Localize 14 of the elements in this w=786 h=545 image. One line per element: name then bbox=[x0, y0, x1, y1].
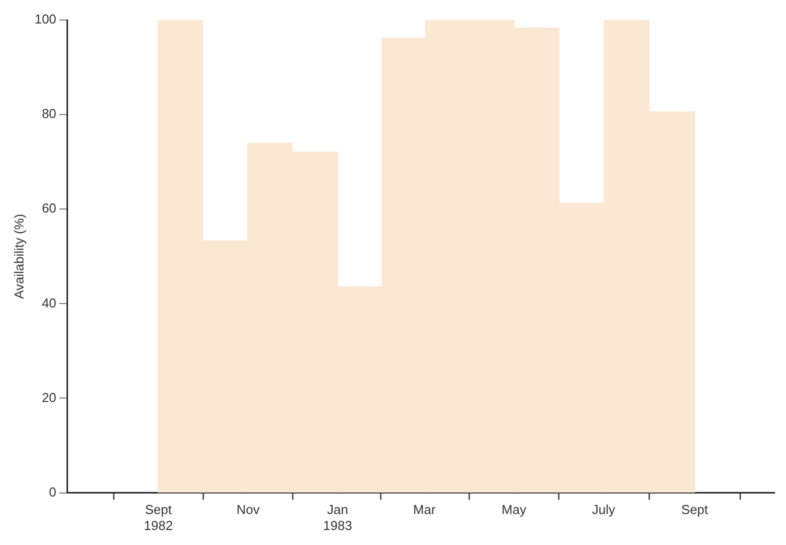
y-tick-label: 20 bbox=[42, 390, 56, 405]
x-tick-label: Sept bbox=[681, 502, 708, 518]
x-tick-label: Sept 1982 bbox=[144, 502, 173, 533]
y-axis-title: Availability (%) bbox=[11, 214, 26, 299]
x-tick-label: Mar bbox=[413, 502, 436, 518]
y-tick-label: 100 bbox=[34, 12, 56, 27]
x-tick-label: May bbox=[502, 502, 527, 518]
y-tick-label: 60 bbox=[42, 200, 56, 216]
x-tick-label: Jan 1983 bbox=[323, 502, 352, 533]
x-tick-label: Nov bbox=[236, 502, 260, 518]
y-tick-label: 80 bbox=[42, 106, 56, 122]
y-tick-label: 0 bbox=[49, 484, 56, 500]
x-tick-label: July bbox=[592, 502, 616, 518]
y-tick-label: 40 bbox=[42, 295, 56, 310]
